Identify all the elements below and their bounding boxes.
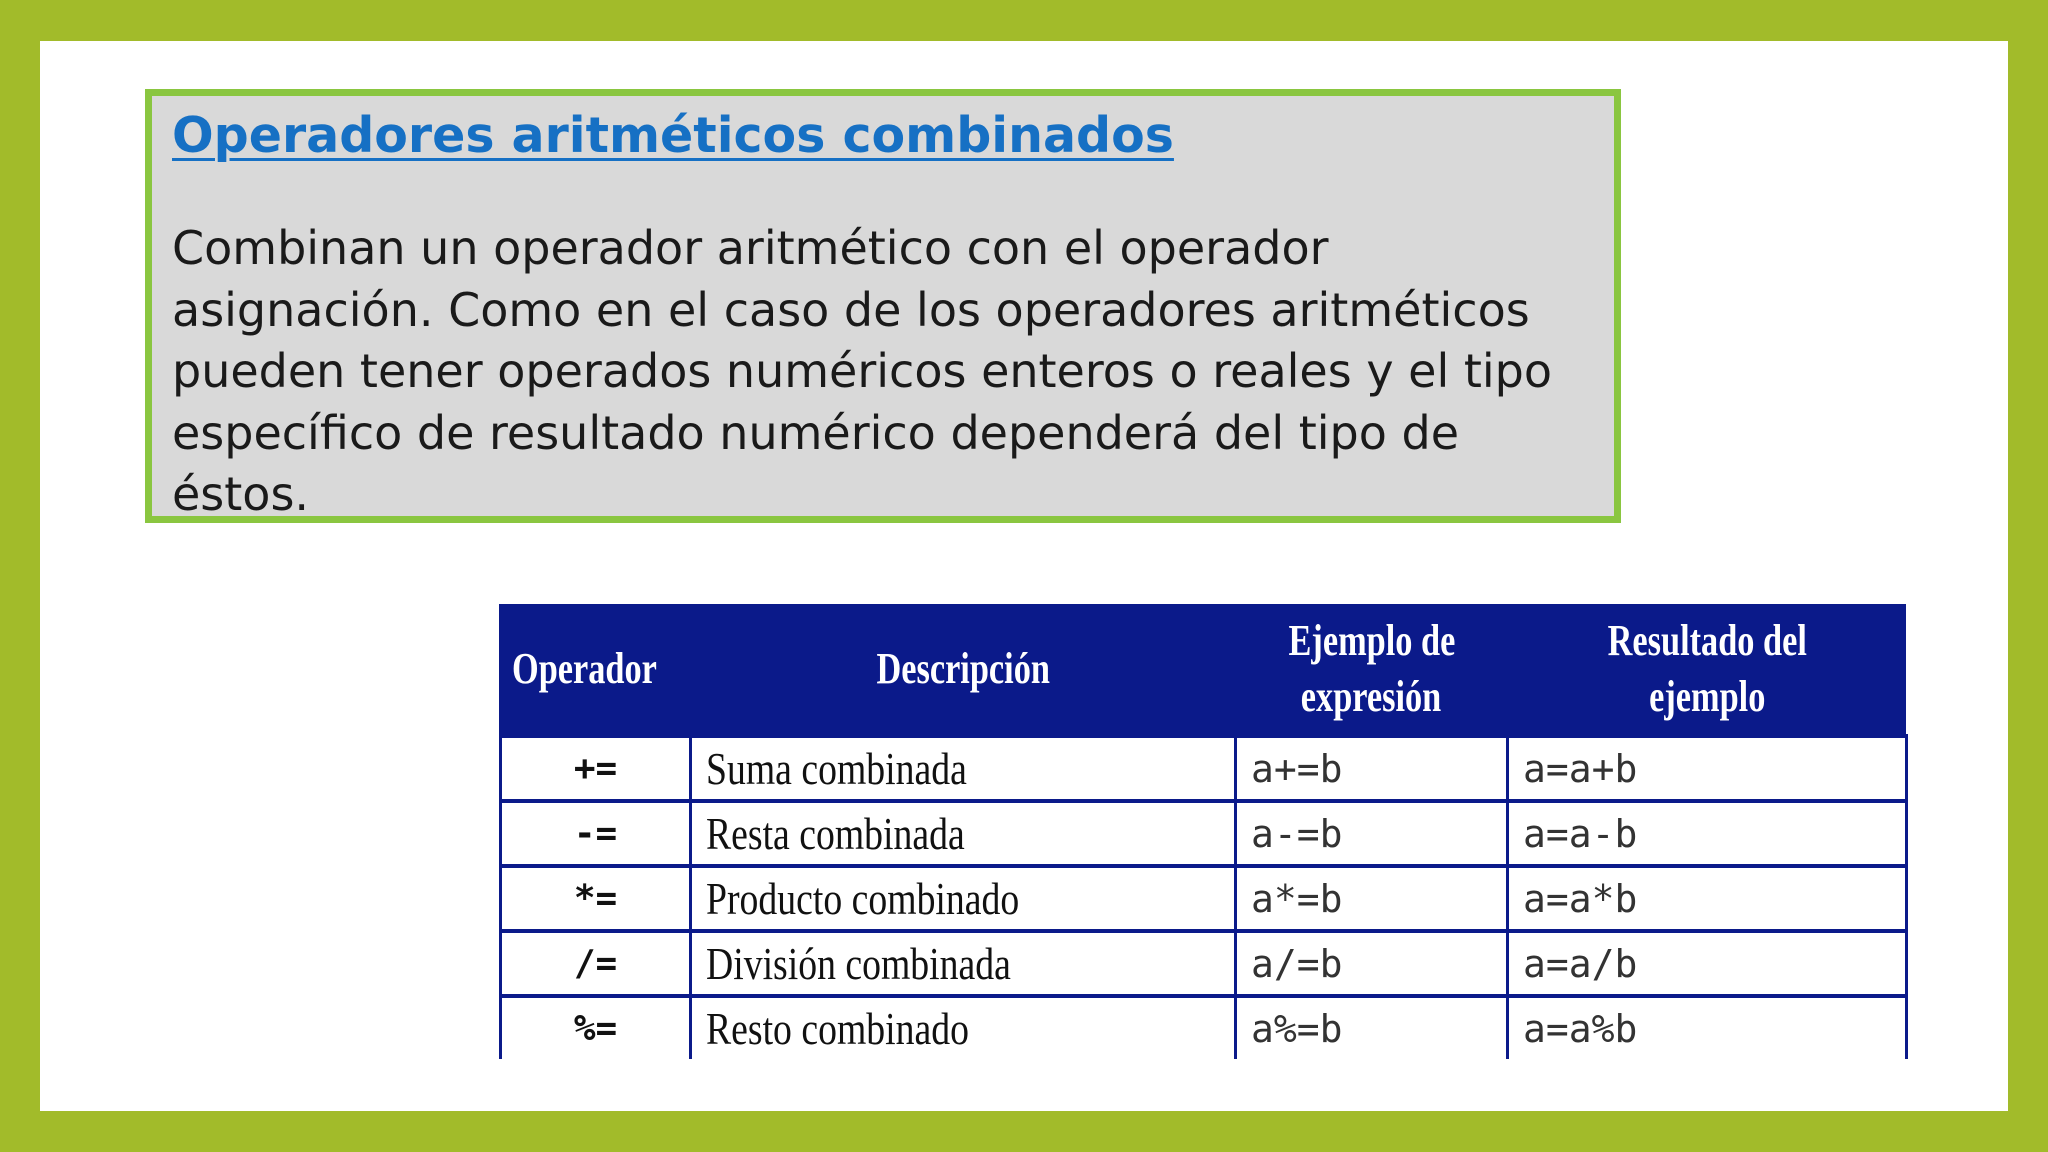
text-box: Operadores aritméticos combinados Combin… — [145, 89, 1621, 523]
example-cell: a%=b — [1234, 994, 1509, 1059]
slide-title: Operadores aritméticos combinados — [172, 107, 1174, 164]
table-row: *= Producto combinado a*=b a=a*b — [499, 864, 1908, 933]
table-row: %= Resto combinado a%=b a=a%b — [499, 994, 1908, 1059]
example-cell: a+=b — [1234, 734, 1509, 803]
description-cell: Producto combinado — [689, 864, 1237, 933]
operators-table: Operador Descripción Ejemplo de expresió… — [499, 604, 1908, 1059]
table-row: -= Resta combinada a-=b a=a-b — [499, 799, 1908, 868]
body-paragraph: Combinan un operador aritmético con el o… — [172, 221, 1553, 521]
description-cell: Resta combinada — [689, 799, 1237, 868]
header-description: Descripción — [689, 604, 1237, 736]
table-row: += Suma combinada a+=b a=a+b — [499, 734, 1908, 803]
header-operator: Operador — [499, 604, 692, 736]
description-cell: División combinada — [689, 929, 1237, 998]
slide: Operadores aritméticos combinados Combin… — [40, 41, 2008, 1111]
table-row: /= División combinada a/=b a=a/b — [499, 929, 1908, 998]
header-result: Resultado del ejemplo — [1506, 604, 1908, 736]
example-cell: a/=b — [1234, 929, 1509, 998]
operator-cell: %= — [499, 994, 692, 1059]
header-example-line1: Ejemplo de — [1288, 616, 1455, 665]
result-cell: a=a+b — [1506, 734, 1908, 803]
result-cell: a=a/b — [1506, 929, 1908, 998]
operator-cell: *= — [499, 864, 692, 933]
example-cell: a*=b — [1234, 864, 1509, 933]
description-cell: Suma combinada — [689, 734, 1237, 803]
operators-table-image: Operador Descripción Ejemplo de expresió… — [499, 604, 1908, 1111]
header-example: Ejemplo de expresión — [1234, 604, 1509, 736]
table-header-row: Operador Descripción Ejemplo de expresió… — [499, 604, 1908, 736]
operator-cell: -= — [499, 799, 692, 868]
description-cell: Resto combinado — [689, 994, 1237, 1059]
operator-cell: /= — [499, 929, 692, 998]
result-cell: a=a*b — [1506, 864, 1908, 933]
result-cell: a=a-b — [1506, 799, 1908, 868]
operator-cell: += — [499, 734, 692, 803]
header-example-line2: expresión — [1301, 672, 1442, 721]
example-cell: a-=b — [1234, 799, 1509, 868]
result-cell: a=a%b — [1506, 994, 1908, 1059]
